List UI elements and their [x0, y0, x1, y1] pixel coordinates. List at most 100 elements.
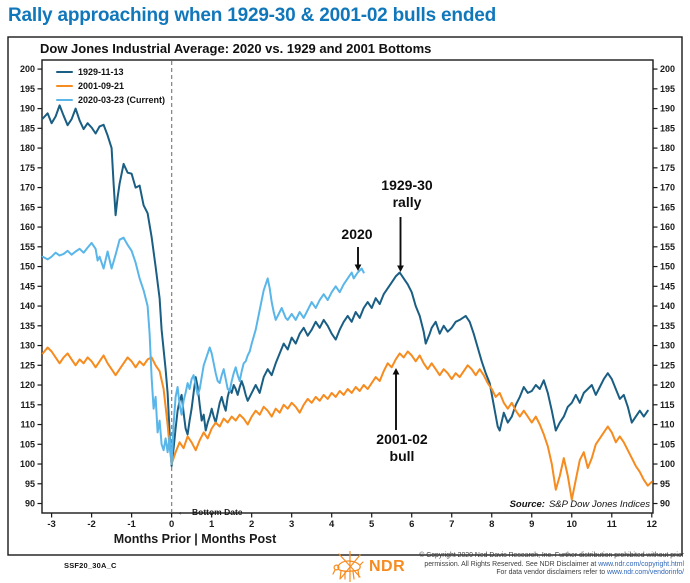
y-tick-label-right: 170 [660, 183, 675, 193]
y-tick-label-left: 155 [20, 242, 35, 252]
series-line-2020-03-23--current- [41, 236, 365, 465]
y-tick-label-left: 115 [20, 400, 35, 410]
legend-line-swatch [56, 98, 73, 102]
outer-border [7, 36, 683, 556]
y-tick-label-left: 200 [20, 64, 35, 74]
y-tick-label-left: 100 [20, 459, 35, 469]
y-tick-label-right: 200 [660, 64, 675, 74]
y-tick-label-left: 180 [20, 143, 35, 153]
source-label: Source: [509, 499, 545, 510]
y-tick-label-left: 160 [20, 222, 35, 232]
y-tick-label-left: 195 [20, 84, 35, 94]
y-tick-label-left: 150 [20, 262, 35, 272]
x-tick-label: 8 [489, 519, 494, 530]
legend-line-swatch [56, 84, 73, 88]
y-tick-label-right: 120 [660, 380, 675, 390]
chart-title: Dow Jones Industrial Average: 2020 vs. 1… [40, 41, 432, 56]
x-tick-label: -2 [87, 519, 95, 530]
annotation-arrowhead [397, 265, 404, 272]
x-tick-label: 6 [409, 519, 414, 530]
y-tick-label-right: 95 [660, 479, 670, 489]
y-tick-label-right: 160 [660, 222, 675, 232]
x-tick-label: -3 [47, 519, 55, 530]
ndr-logo-text: NDR [369, 557, 406, 575]
source-note: Source: S&P Dow Jones Indices [510, 499, 650, 510]
y-tick-label-right: 195 [660, 84, 675, 94]
left-arrow-icon: ← [177, 507, 187, 518]
copyright-line-2: permission. All Rights Reserved. See NDR… [384, 561, 684, 570]
chart-legend: 1929-11-13 2001-09-21 2020-03-23 (Current) [56, 65, 165, 107]
annotation-label: 2020 [341, 226, 372, 242]
y-tick-label-left: 135 [20, 321, 35, 331]
y-tick-label-right: 125 [660, 360, 675, 370]
copyright-link[interactable]: www.ndr.com/copyright.html [598, 560, 684, 568]
ndr-logo: NDR [329, 551, 405, 582]
y-tick-label-right: 150 [660, 262, 675, 272]
y-tick-label-right: 90 [660, 499, 670, 509]
legend-item: 2020-03-23 (Current) [56, 93, 165, 107]
y-tick-label-left: 120 [20, 380, 35, 390]
legend-label: 2020-03-23 (Current) [78, 95, 166, 105]
legend-item: 2001-09-21 [56, 79, 165, 93]
y-tick-label-right: 135 [660, 321, 675, 331]
y-tick-label-right: 155 [660, 242, 675, 252]
x-tick-label: 5 [369, 519, 375, 530]
x-tick-label: 4 [329, 519, 335, 530]
legend-item: 1929-11-13 [56, 65, 165, 79]
x-tick-label: 1 [209, 519, 215, 530]
annotation-label: 2001-02 bull [376, 431, 428, 464]
annotation-arrowhead [392, 368, 400, 375]
x-tick-label: 9 [529, 519, 534, 530]
x-tick-label: 0 [169, 519, 174, 530]
copyright-line-2-text: permission. All Rights Reserved. See NDR… [424, 560, 599, 568]
copyright-line-1: © Copyright 2020 Ned Davis Research, Inc… [419, 552, 684, 559]
x-tick-label: 10 [566, 519, 577, 530]
y-tick-label-left: 105 [20, 439, 35, 449]
copyright-line-3-text: For data vendor disclaimers refer to [496, 569, 608, 577]
ndr-ram-logo-icon [332, 551, 364, 582]
y-tick-label-right: 145 [660, 281, 675, 291]
y-tick-label-right: 100 [660, 459, 675, 469]
x-tick-label: 2 [249, 519, 254, 530]
page-title: Rally approaching when 1929-30 & 2001-02… [8, 5, 496, 26]
annotation-label: 1929-30 rally [381, 177, 433, 210]
y-tick-label-right: 140 [660, 301, 675, 311]
y-tick-label-left: 185 [20, 123, 35, 133]
copyright-block: © Copyright 2020 Ned Davis Research, Inc… [384, 552, 684, 578]
y-tick-label-right: 110 [660, 420, 675, 430]
source-value: S&P Dow Jones Indices [548, 499, 650, 510]
x-tick-label: 7 [449, 519, 454, 530]
legend-line-swatch [56, 70, 73, 74]
y-tick-label-left: 90 [25, 499, 35, 509]
y-tick-label-left: 190 [20, 104, 35, 114]
y-tick-label-left: 95 [25, 479, 35, 489]
y-tick-label-left: 145 [20, 281, 35, 291]
y-tick-label-right: 115 [660, 400, 675, 410]
y-tick-label-right: 185 [660, 123, 675, 133]
y-tick-label-left: 175 [20, 163, 35, 173]
y-tick-label-left: 140 [20, 301, 35, 311]
x-axis-title: Months Prior | Months Post [113, 532, 277, 546]
bottom-date-note: ← Bottom Date [177, 507, 243, 518]
y-tick-label-left: 130 [20, 341, 35, 351]
vendorinfo-link[interactable]: www.ndr.com/vendorinfo/ [607, 569, 684, 577]
series-line-1929-11-13 [41, 104, 649, 467]
copyright-line-3: For data vendor disclaimers refer to www… [384, 569, 684, 578]
x-tick-label: 3 [289, 519, 294, 530]
y-tick-label-right: 180 [660, 143, 675, 153]
y-tick-label-right: 190 [660, 104, 675, 114]
legend-label: 1929-11-13 [78, 67, 124, 77]
legend-label: 2001-09-21 [78, 81, 125, 91]
y-tick-label-left: 125 [20, 360, 35, 370]
x-tick-label: 12 [647, 519, 658, 530]
bottom-date-label: Bottom Date [192, 507, 243, 517]
annotation-arrowhead [354, 264, 362, 271]
y-tick-label-right: 130 [660, 341, 675, 351]
y-tick-label-left: 170 [20, 183, 35, 193]
doc-id: SSF20_30A_C [64, 561, 117, 570]
y-tick-label-right: 175 [660, 163, 675, 173]
x-tick-label: 11 [607, 519, 618, 530]
y-tick-label-left: 110 [20, 420, 35, 430]
plot-border [41, 59, 654, 514]
